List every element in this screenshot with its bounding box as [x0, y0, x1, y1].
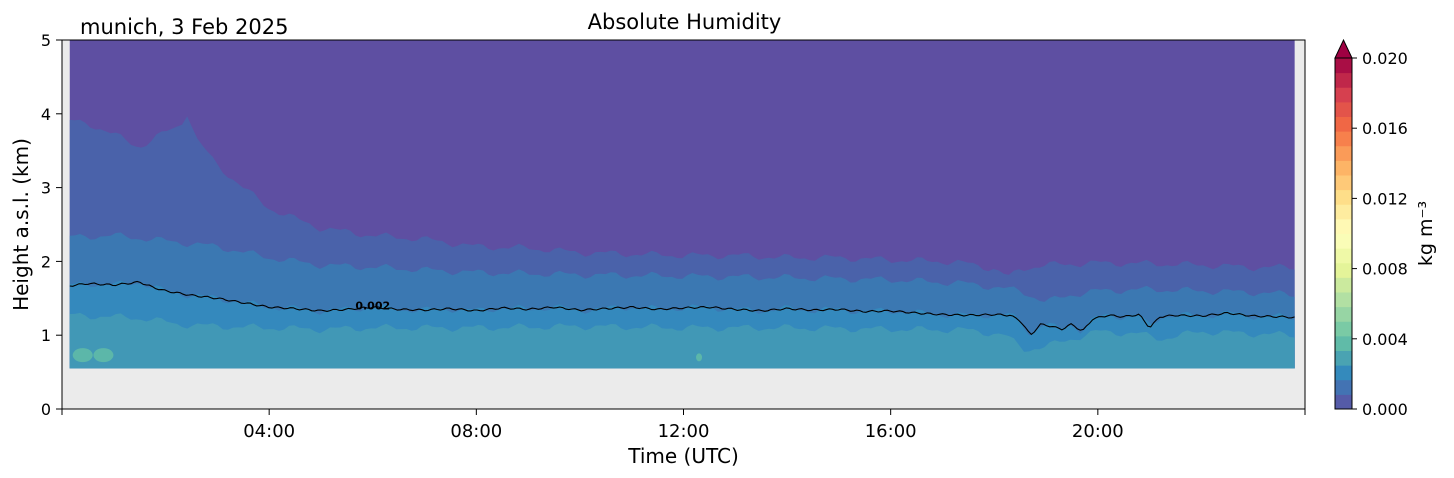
x-tick-label: 08:00: [450, 421, 502, 442]
colorbar-label: kg m⁻³: [1415, 201, 1437, 266]
contour-label: 0.002: [355, 300, 390, 313]
y-tick-label: 2: [41, 252, 51, 271]
chart-title: Absolute Humidity: [588, 10, 782, 34]
colorbar-frame: [1334, 57, 1353, 410]
y-tick-label: 3: [41, 179, 51, 198]
colorbar-segment: [1335, 335, 1352, 351]
colorbar-segment: [1335, 58, 1352, 74]
moisture-patch: [696, 353, 703, 362]
x-tick-label: 20:00: [1072, 421, 1124, 442]
colorbar-segment: [1335, 262, 1352, 278]
y-axis-label: Height a.s.l. (km): [9, 138, 33, 311]
moisture-patch: [93, 348, 114, 363]
colorbar-segment: [1335, 292, 1352, 308]
colorbar-segment: [1335, 379, 1352, 395]
colorbar-tick-label: 0.008: [1362, 260, 1408, 279]
x-tick-label: 04:00: [243, 421, 295, 442]
x-tick-label: 12:00: [658, 421, 710, 442]
colorbar-segment: [1335, 394, 1352, 410]
colorbar-segment: [1335, 189, 1352, 205]
colorbar-segment: [1335, 233, 1352, 249]
colorbar-segment: [1335, 365, 1352, 381]
colorbar-segment: [1335, 160, 1352, 176]
colorbar-tick-label: 0.016: [1362, 119, 1408, 138]
plot-area: 0.002: [62, 40, 1305, 409]
y-tick-label: 1: [41, 326, 51, 345]
colorbar-segment: [1335, 248, 1352, 264]
colorbar-segment: [1335, 101, 1352, 117]
colorbar-segment: [1335, 218, 1352, 234]
colorbar-segment: [1335, 306, 1352, 322]
colorbar-segment: [1335, 321, 1352, 337]
colorbar-tick-label: 0.012: [1362, 189, 1408, 208]
humidity-band: [69, 312, 1295, 369]
contour-line: [69, 280, 1295, 336]
colorbar-segment: [1335, 277, 1352, 293]
colorbar-segment: [1335, 350, 1352, 366]
colorbar-segment: [1335, 204, 1352, 220]
colorbar-tick-label: 0.000: [1362, 400, 1408, 419]
colorbar: 0.000 0.004 0.008 0.012 0.016 0.020: [1334, 38, 1408, 419]
y-tick-label: 4: [41, 105, 51, 124]
x-axis-label: Time (UTC): [627, 444, 739, 468]
y-tick-label: 5: [41, 31, 51, 50]
colorbar-extend-arrow: [1334, 38, 1353, 59]
colorbar-segment: [1335, 116, 1352, 132]
y-tick-label: 0: [41, 400, 51, 419]
colorbar-segment: [1335, 175, 1352, 191]
x-axis: 04:00 08:00 12:00 16:00 20:00: [61, 409, 1306, 442]
y-axis: 0 1 2 3 4 5: [41, 31, 62, 419]
colorbar-tick-label: 0.004: [1362, 330, 1408, 349]
colorbar-segment: [1335, 87, 1352, 103]
location-date-label: munich, 3 Feb 2025: [80, 15, 288, 39]
colorbar-segment: [1335, 72, 1352, 88]
moisture-patch: [72, 348, 93, 363]
colorbar-segment: [1335, 131, 1352, 147]
colorbar-tick-label: 0.020: [1362, 49, 1408, 68]
x-tick-label: 16:00: [865, 421, 917, 442]
colorbar-segment: [1335, 145, 1352, 161]
